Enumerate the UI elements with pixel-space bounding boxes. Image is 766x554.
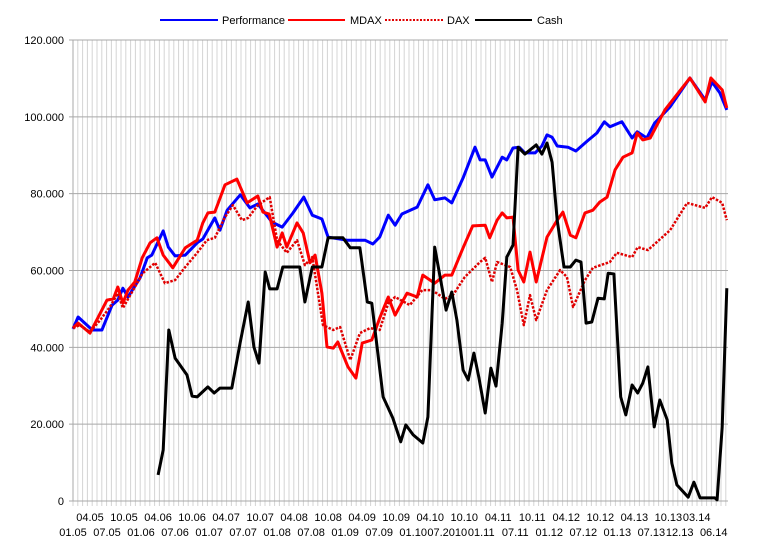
y-axis-tick-labels: 0 20.000 40.000 60.000 80.000 100.000 120.000 xyxy=(24,35,64,508)
legend-label-cash: Cash xyxy=(537,15,563,27)
x-tick-label-upper: 10.10 xyxy=(450,512,478,524)
x-tick-label-lower: 01.10 xyxy=(399,527,427,539)
x-tick-label-lower: 06.14 xyxy=(700,527,728,539)
x-tick-label-lower: 01.07 xyxy=(195,527,223,539)
x-tick-label-lower: 07.07 xyxy=(229,527,257,539)
x-tick-label-upper: 10.08 xyxy=(314,512,342,524)
x-tick-label-upper: 10.06 xyxy=(178,512,206,524)
vertical-gridlines xyxy=(72,40,727,506)
x-tick-label-lower: 07.12 xyxy=(570,527,598,539)
legend-label-mdax: MDAX xyxy=(350,15,382,27)
legend-label-performance: Performance xyxy=(222,15,285,27)
x-tick-label-lower: 07.09 xyxy=(365,527,393,539)
series-lines xyxy=(71,76,729,502)
y-tick-label: 20.000 xyxy=(30,419,64,431)
x-tick-label-lower: 01.12 xyxy=(536,527,564,539)
legend: Performance MDAX DAX Cash xyxy=(160,15,563,27)
y-tick-label: 0 xyxy=(58,496,64,508)
x-tick-label-lower: 07.05 xyxy=(93,527,121,539)
x-tick-label-upper: 04.09 xyxy=(348,512,376,524)
x-tick-label-lower: 01.05 xyxy=(59,527,87,539)
x-tick-label-lower: 01.09 xyxy=(331,527,359,539)
x-tick-label-lower: 07.13 xyxy=(638,527,666,539)
x-tick-label-upper: 04.13 xyxy=(621,512,649,524)
y-tick-label: 80.000 xyxy=(30,189,64,201)
series-line-performance xyxy=(71,76,729,332)
x-tick-label-upper: 03.14 xyxy=(683,512,711,524)
x-tick-label-upper: 04.11 xyxy=(485,512,512,524)
x-tick-label-upper: 10.13 xyxy=(655,512,683,524)
x-tick-label-lower: 07.08 xyxy=(297,527,325,539)
x-tick-label-upper: 10.07 xyxy=(246,512,274,524)
x-tick-label-upper: 10.09 xyxy=(382,512,410,524)
x-tick-label-lower: 07.06 xyxy=(161,527,189,539)
x-tick-label-lower: 01.11 xyxy=(468,527,495,539)
y-tick-label: 100.000 xyxy=(24,112,64,124)
x-tick-label-upper: 04.10 xyxy=(416,512,444,524)
y-tick-label: 60.000 xyxy=(30,266,64,278)
x-tick-label-lower: 01.13 xyxy=(604,527,632,539)
x-tick-label-upper: 10.11 xyxy=(519,512,546,524)
y-tick-label: 120.000 xyxy=(24,35,64,47)
x-tick-label-upper: 10.05 xyxy=(110,512,138,524)
x-tick-label-lower: 07.11 xyxy=(502,527,529,539)
y-tick-label: 40.000 xyxy=(30,342,64,354)
series-line-mdax xyxy=(71,76,729,380)
x-tick-label-upper: 04.08 xyxy=(280,512,308,524)
x-tick-label-upper: 04.12 xyxy=(553,512,581,524)
horizontal-gridlines xyxy=(69,39,728,502)
x-tick-label-lower: 07.2010 xyxy=(427,527,467,539)
series-line-cash xyxy=(156,141,729,502)
x-tick-label-upper: 10.12 xyxy=(587,512,615,524)
x-axis-tick-labels: 04.05 10.05 04.06 10.06 04.07 10.07 04.08 10.08… xyxy=(59,512,727,539)
x-tick-label-upper: 04.07 xyxy=(212,512,240,524)
x-tick-label-lower: 12.13 xyxy=(666,527,694,539)
legend-label-dax: DAX xyxy=(447,15,470,27)
x-tick-label-upper: 04.06 xyxy=(144,512,172,524)
series-line-dax xyxy=(72,195,729,362)
x-tick-label-upper: 04.05 xyxy=(76,512,104,524)
x-tick-label-lower: 01.08 xyxy=(263,527,291,539)
x-tick-label-lower: 01.06 xyxy=(127,527,155,539)
